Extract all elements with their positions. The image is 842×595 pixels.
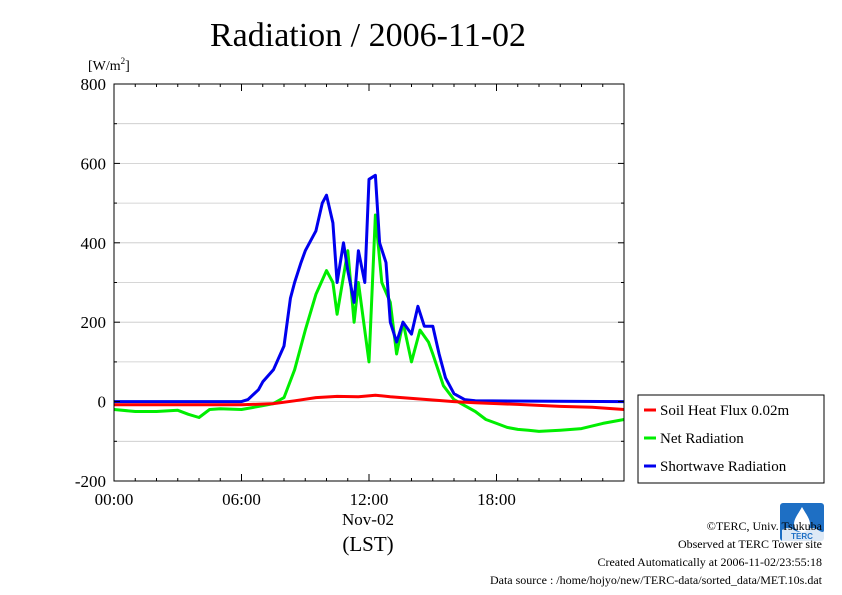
legend: Soil Heat Flux 0.02m Net Radiation Shortwa… xyxy=(637,394,825,484)
data-source-text: Data source : /home/hojyo/new/TERC-data/… xyxy=(489,573,822,587)
series-line-soil-heat-flux-0-02m xyxy=(114,393,625,411)
observed-site-text: Observed at TERC Tower site xyxy=(677,537,822,551)
series-line-shortwave-radiation xyxy=(114,173,625,404)
x-axis: 00:00 06:00 12:00 18:00 xyxy=(95,84,625,509)
y-axis-unit-sup: 2 xyxy=(121,56,126,66)
y-axis: -200 0 200 400 600 800 xyxy=(75,75,624,491)
y-tick-label: 600 xyxy=(81,154,107,173)
chart-title: Radiation / 2006-11-02 xyxy=(210,17,526,54)
y-tick-label: 400 xyxy=(81,234,107,253)
y-tick-label: 800 xyxy=(81,75,107,94)
series-line-net-radiation xyxy=(113,213,625,433)
x-tick-label: 12:00 xyxy=(350,490,389,509)
y-axis-unit-close: ] xyxy=(125,59,130,74)
svg-text:TERC: TERC xyxy=(791,532,813,541)
created-timestamp-text: Created Automatically at 2006-11-02/23:5… xyxy=(597,555,822,569)
y-tick-label: -200 xyxy=(75,472,106,491)
y-tick-label: 200 xyxy=(81,313,107,332)
y-tick-label: 0 xyxy=(98,393,107,412)
legend-label: Shortwave Radiation xyxy=(660,459,787,475)
terc-logo: TERC xyxy=(780,503,824,541)
x-axis-unit-label: (LST) xyxy=(342,532,393,556)
legend-label: Soil Heat Flux 0.02m xyxy=(660,403,790,419)
x-tick-label: 00:00 xyxy=(95,490,134,509)
series-layer xyxy=(113,173,625,433)
copyright-text: ©TERC, Univ. Tsukuba xyxy=(706,519,822,533)
y-axis-unit-main: [W/m xyxy=(88,59,121,74)
legend-items: Soil Heat Flux 0.02m Net Radiation Shortwa… xyxy=(644,403,790,475)
x-tick-label: 06:00 xyxy=(222,490,261,509)
legend-label: Net Radiation xyxy=(660,431,744,447)
x-axis-date-label: Nov-02 xyxy=(342,510,394,529)
legend-box xyxy=(637,394,825,484)
x-tick-label: 18:00 xyxy=(477,490,516,509)
y-axis-unit: [W/m2] xyxy=(88,56,130,74)
